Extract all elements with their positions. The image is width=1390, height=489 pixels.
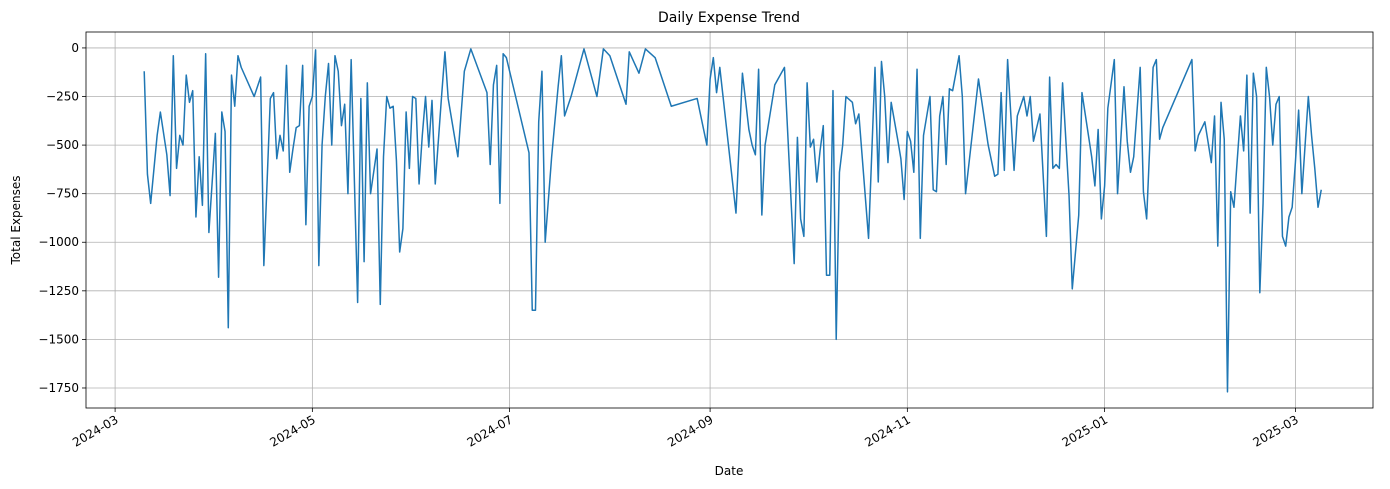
- chart-title: Daily Expense Trend: [658, 10, 800, 26]
- y-tick-label: 0: [71, 41, 79, 55]
- x-tick-label: 2024-03: [70, 412, 120, 449]
- y-tick-label: −1000: [38, 235, 79, 249]
- x-tick-label: 2025-03: [1250, 412, 1300, 449]
- y-axis-label: Total Expenses: [9, 175, 23, 265]
- plot-frame: [85, 31, 1374, 409]
- y-tick-label: −1500: [38, 332, 79, 346]
- x-tick-label: 2024-07: [465, 412, 515, 449]
- y-tick-label: −1750: [38, 381, 79, 395]
- x-tick-label: 2024-09: [665, 412, 715, 449]
- y-tick-label: −250: [46, 90, 79, 104]
- x-tick-label: 2024-05: [267, 412, 317, 449]
- x-tick-label: 2024-11: [862, 412, 912, 449]
- y-tick-label: −1250: [38, 284, 79, 298]
- x-axis-label: Date: [715, 464, 744, 478]
- x-tick-label: 2025-01: [1060, 412, 1110, 449]
- y-tick-label: −500: [46, 138, 79, 152]
- data-line: [143, 48, 1322, 393]
- y-tick-label: −750: [46, 187, 79, 201]
